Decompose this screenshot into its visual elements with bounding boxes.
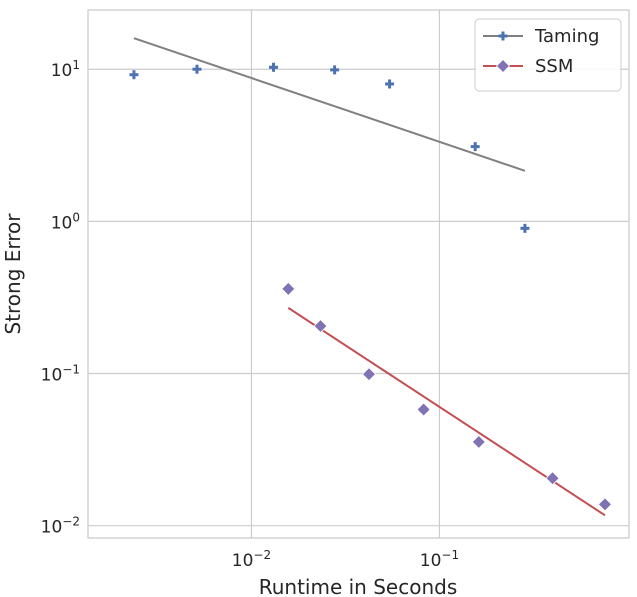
- y-tick-label: 101: [51, 58, 80, 81]
- legend-marker-taming: [498, 31, 508, 41]
- ssm-data-point: [416, 402, 431, 417]
- y-tick-label: 100: [51, 210, 80, 233]
- y-tick-label: 10−1: [41, 363, 80, 386]
- x-tick-labels: 10−2 10−1: [232, 548, 459, 571]
- legend-label-taming: Taming: [534, 26, 599, 47]
- taming-data-point: [269, 62, 279, 72]
- y-tick-label: 10−2: [41, 515, 80, 538]
- taming-data-point: [470, 142, 480, 152]
- legend-marker-ssm: [495, 58, 511, 74]
- taming-data-point: [520, 223, 530, 233]
- ssm-data-point: [545, 471, 560, 486]
- ssm-data-point: [597, 497, 613, 512]
- legend-label-ssm: SSM: [535, 56, 573, 77]
- ssm-data-point: [281, 281, 296, 296]
- taming-data-point: [129, 70, 139, 80]
- y-axis-label: Strong Error: [1, 213, 25, 335]
- taming-data-point: [385, 79, 395, 89]
- ssm-data-point: [361, 367, 377, 382]
- x-axis-label: Runtime in Seconds: [259, 575, 458, 597]
- legend: Taming SSM: [474, 18, 622, 92]
- markers: [129, 62, 613, 512]
- taming-fit-line: [133, 37, 526, 172]
- y-tick-labels: 10−2 10−1 100 101: [41, 58, 80, 537]
- ssm-data-point: [471, 434, 486, 450]
- plot-frame: [87, 9, 630, 539]
- ssm-data-point: [313, 319, 328, 334]
- x-tick-label: 10−2: [232, 548, 271, 571]
- taming-data-point: [192, 64, 202, 74]
- taming-data-point: [330, 65, 340, 75]
- x-tick-label: 10−1: [420, 548, 459, 571]
